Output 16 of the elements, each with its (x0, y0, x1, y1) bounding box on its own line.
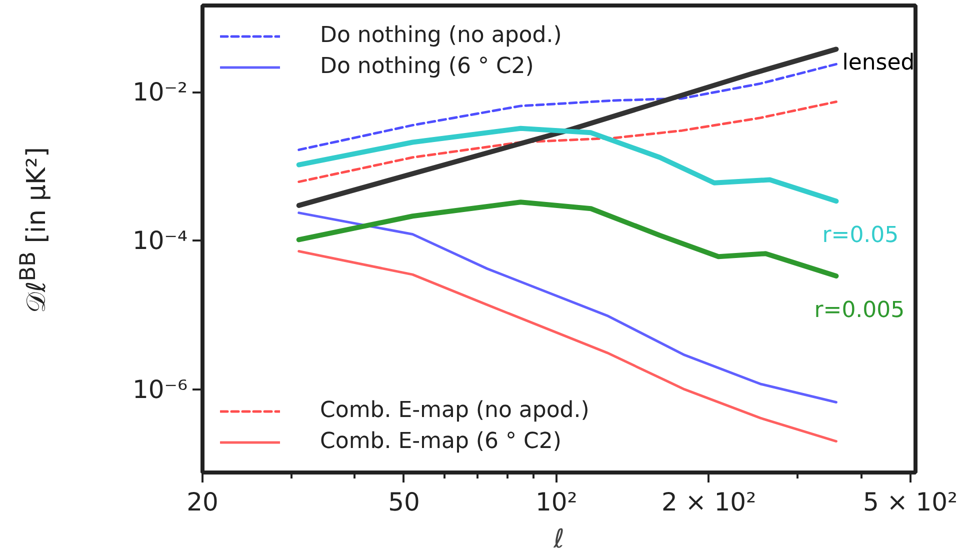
y-tick-label: 10⁻⁴ (132, 226, 188, 256)
legend-label: Do nothing (no apod.) (320, 23, 562, 48)
x-tick-label: 20 (186, 488, 218, 516)
x-tick-label: 5 × 10² (862, 488, 958, 516)
y-tick-label: 10⁻² (132, 78, 188, 107)
x-tick-label: 10² (535, 488, 578, 516)
annotation: r=0.005 (814, 298, 905, 323)
annotation: r=0.05 (822, 223, 899, 248)
x-tick-label: 2 × 10² (662, 488, 756, 516)
x-axis-title: ℓ (552, 524, 564, 554)
x-tick-label: 50 (388, 488, 420, 516)
y-tick-label: 10⁻⁶ (132, 374, 188, 404)
legend-label: Comb. E-map (6 ° C2) (320, 429, 562, 454)
legend-label: Comb. E-map (no apod.) (320, 398, 590, 423)
legend-label: Do nothing (6 ° C2) (320, 54, 534, 79)
annotation: lensed (842, 50, 915, 76)
